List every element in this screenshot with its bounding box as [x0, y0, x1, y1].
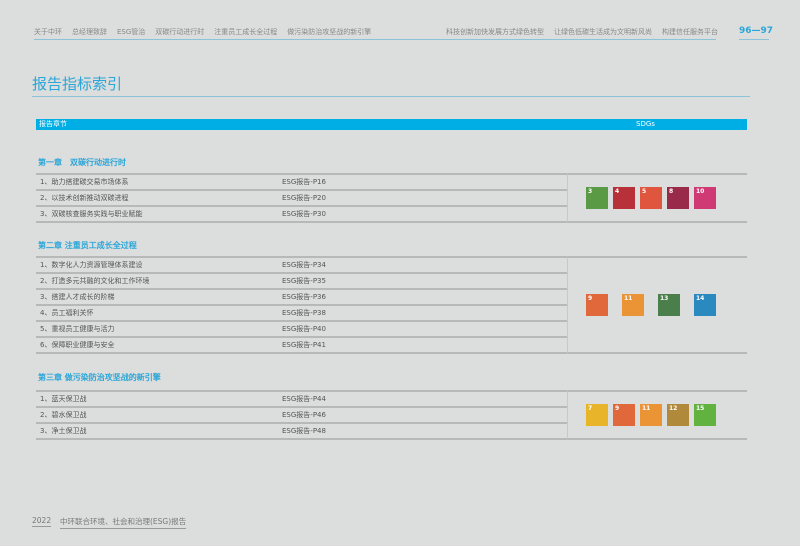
table-row: 2、打造多元共融的文化和工作环境 ESG报告-P35 [36, 274, 567, 290]
sdg-cell: 9 11 13 14 [567, 256, 747, 354]
chapter-rows: 1、蓝天保卫战 ESG报告-P44 2、碧水保卫战 ESG报告-P46 3、净土保卫战 E… [36, 390, 567, 440]
nav-item[interactable]: 做污染防治攻坚战的新引擎 [287, 28, 372, 36]
nav-item[interactable]: 构建信任服务平台 [662, 28, 718, 36]
table-row: 1、助力搭建碳交易市场体系 ESG报告-P16 [36, 175, 567, 191]
sdg-10-icon: 10 [694, 187, 716, 209]
page-ref: ESG报告-P36 [282, 293, 326, 301]
table-row: 1、数字化人力资源管理体系建设 ESG报告-P34 [36, 258, 567, 274]
table-header: 报告章节 SDGs [36, 119, 747, 130]
header-sdgs: SDGs [636, 120, 655, 128]
section-name: 4、员工福利关怀 [40, 309, 94, 317]
page-ref: ESG报告-P30 [282, 210, 326, 218]
sdg-7-icon: 7 [586, 404, 608, 426]
page-ref: ESG报告-P16 [282, 178, 326, 186]
page-ref: ESG报告-P38 [282, 309, 326, 317]
section-name: 1、数字化人力资源管理体系建设 [40, 261, 143, 269]
page-ref: ESG报告-P34 [282, 261, 326, 269]
page-divider [739, 39, 769, 40]
table-row: 1、蓝天保卫战 ESG报告-P44 [36, 392, 567, 408]
section-name: 2、碧水保卫战 [40, 411, 87, 419]
section-name: 1、蓝天保卫战 [40, 395, 87, 403]
footer-report-name: 中环联合环境、社会和治理(ESG)报告 [60, 516, 187, 529]
sdg-3-icon: 3 [586, 187, 608, 209]
table-row: 5、重视员工健康与活力 ESG报告-P40 [36, 322, 567, 338]
page-ref: ESG报告-P40 [282, 325, 326, 333]
nav-item[interactable]: ESG管治 [117, 28, 146, 36]
nav-item[interactable]: 总经理致辞 [72, 28, 107, 36]
page-numbers: 96—97 [739, 26, 774, 36]
page-title: 报告指标索引 [32, 75, 123, 93]
sdg-9-icon: 9 [586, 294, 608, 316]
chapter-rows: 1、助力搭建碳交易市场体系 ESG报告-P16 2、以技术创新推动双碳进程 ESG报告… [36, 173, 567, 223]
footer-year: 2022 [32, 516, 52, 527]
section-name: 3、双碳核查服务实践与职业赋能 [40, 210, 143, 218]
nav-item[interactable]: 让绿色低碳生活成为文明新风尚 [554, 28, 652, 36]
section-name: 2、打造多元共融的文化和工作环境 [40, 277, 150, 285]
sdg-8-icon: 8 [667, 187, 689, 209]
sdg-15-icon: 15 [694, 404, 716, 426]
page-ref: ESG报告-P44 [282, 395, 326, 403]
table-row: 2、碧水保卫战 ESG报告-P46 [36, 408, 567, 424]
chapter-title: 第三章 做污染防治攻坚战的新引擎 [38, 373, 161, 382]
chapter-rows: 1、数字化人力资源管理体系建设 ESG报告-P34 2、打造多元共融的文化和工作环境… [36, 256, 567, 354]
section-name: 3、搭建人才成长的阶梯 [40, 293, 115, 301]
table-row: 3、双碳核查服务实践与职业赋能 ESG报告-P30 [36, 207, 567, 223]
nav-divider [34, 39, 716, 40]
section-name: 1、助力搭建碳交易市场体系 [40, 178, 129, 186]
sdg-11-icon: 11 [622, 294, 644, 316]
section-name: 2、以技术创新推动双碳进程 [40, 194, 129, 202]
table-row: 4、员工福利关怀 ESG报告-P38 [36, 306, 567, 322]
sdg-cell: 7 9 11 12 15 [567, 390, 747, 440]
page-ref: ESG报告-P20 [282, 194, 326, 202]
sdg-11-icon: 11 [640, 404, 662, 426]
header-chapter: 报告章节 [39, 120, 67, 128]
table-row: 2、以技术创新推动双碳进程 ESG报告-P20 [36, 191, 567, 207]
top-nav-right: 科技创新加快发展方式绿色转型 让绿色低碳生活成为文明新风尚 构建信任服务平台 [446, 27, 718, 37]
section-name: 6、保障职业健康与安全 [40, 341, 115, 349]
sdg-14-icon: 14 [694, 294, 716, 316]
chapter-title: 第二章 注重员工成长全过程 [38, 241, 137, 250]
page-ref: ESG报告-P46 [282, 411, 326, 419]
nav-item[interactable]: 关于中环 [34, 28, 62, 36]
nav-item[interactable]: 注重员工成长全过程 [214, 28, 278, 36]
chapter-title: 第一章 双碳行动进行时 [38, 158, 126, 167]
page-ref: ESG报告-P48 [282, 427, 326, 435]
page-ref: ESG报告-P41 [282, 341, 326, 349]
section-name: 3、净土保卫战 [40, 427, 87, 435]
title-divider [32, 96, 750, 97]
section-name: 5、重视员工健康与活力 [40, 325, 115, 333]
sdg-5-icon: 5 [640, 187, 662, 209]
table-row: 3、净土保卫战 ESG报告-P48 [36, 424, 567, 440]
sdg-12-icon: 12 [667, 404, 689, 426]
top-nav-left: 关于中环 总经理致辞 ESG管治 双碳行动进行时 注重员工成长全过程 做污染防治… [34, 27, 371, 37]
table-row: 6、保障职业健康与安全 ESG报告-P41 [36, 338, 567, 354]
nav-item[interactable]: 双碳行动进行时 [155, 28, 205, 36]
table-row: 3、搭建人才成长的阶梯 ESG报告-P36 [36, 290, 567, 306]
sdg-9-icon: 9 [613, 404, 635, 426]
sdg-13-icon: 13 [658, 294, 680, 316]
sdg-4-icon: 4 [613, 187, 635, 209]
page-ref: ESG报告-P35 [282, 277, 326, 285]
sdg-cell: 3 4 5 8 10 [567, 173, 747, 223]
nav-item[interactable]: 科技创新加快发展方式绿色转型 [446, 28, 544, 36]
